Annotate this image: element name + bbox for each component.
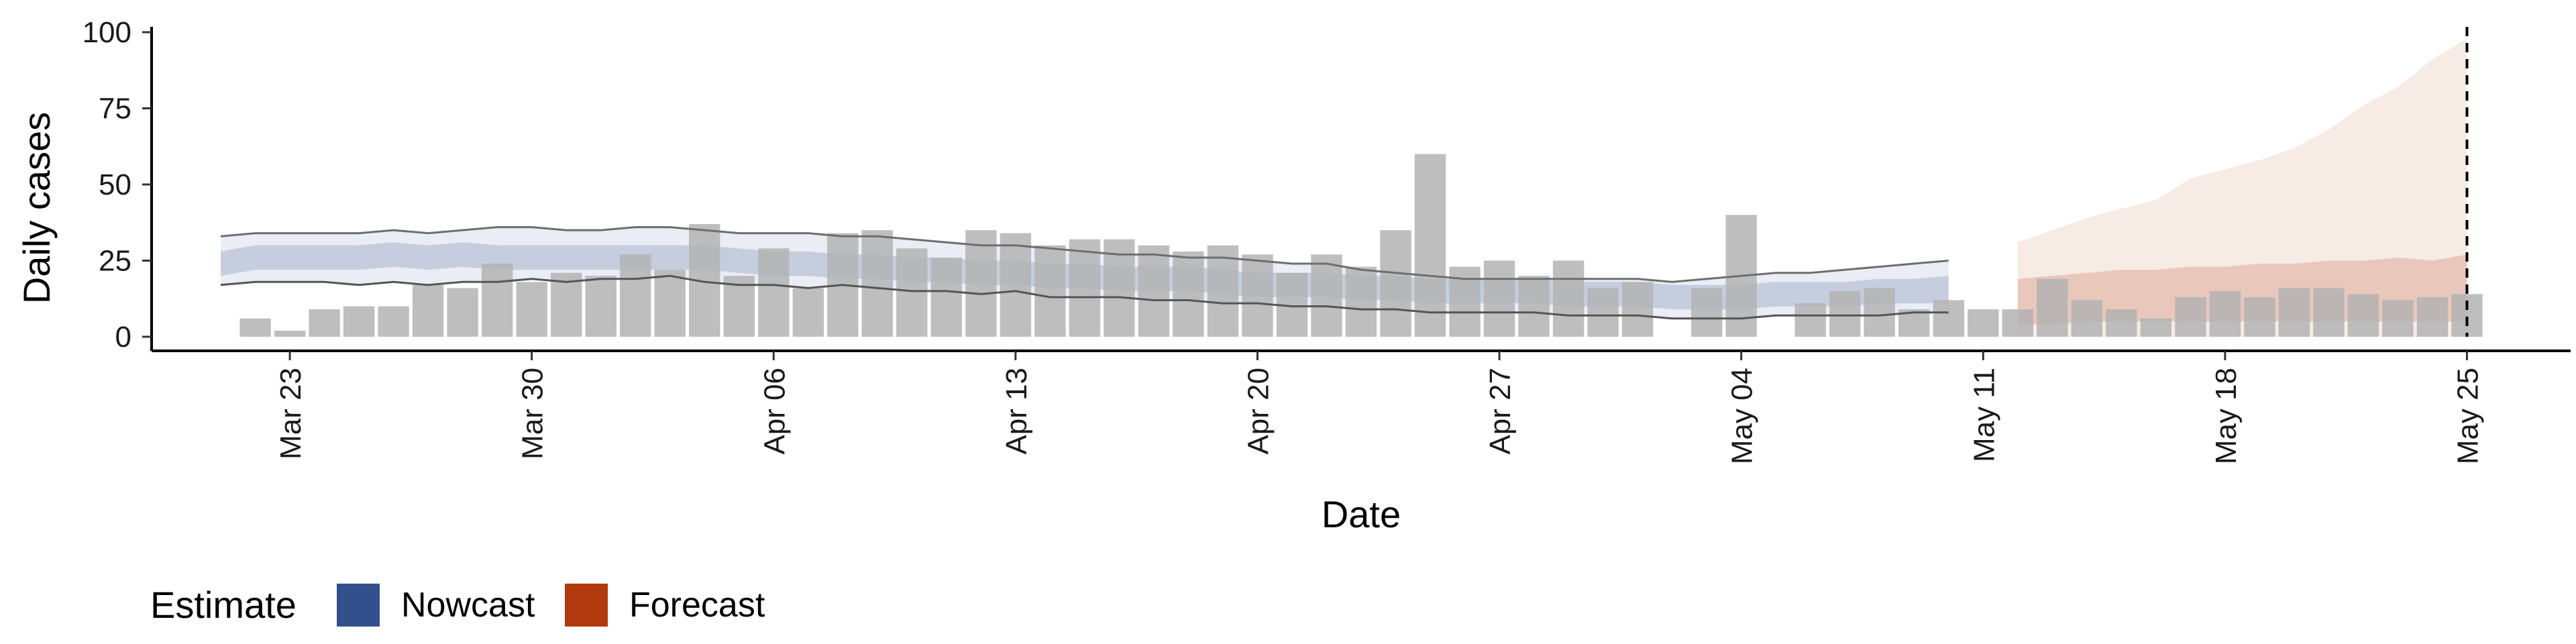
case-bar <box>758 248 790 337</box>
y-ticks: 0 25 50 75 100 <box>83 16 152 354</box>
case-bar <box>1621 282 1654 337</box>
case-bar <box>1207 245 1239 337</box>
x-tick-label: May 04 <box>1726 368 1759 464</box>
case-bar <box>1104 239 1135 337</box>
case-bar <box>2106 309 2137 337</box>
case-bar <box>2175 297 2206 337</box>
case-bar <box>1034 245 1066 337</box>
case-bar <box>2002 309 2033 337</box>
x-tick-label: Apr 20 <box>1242 368 1275 455</box>
case-bar <box>1069 239 1101 337</box>
legend-swatch-nowcast <box>337 584 380 627</box>
case-bar <box>2347 294 2379 337</box>
y-tick-label: 75 <box>99 93 131 125</box>
legend: Estimate Nowcast Forecast <box>150 584 765 627</box>
case-bar <box>2313 288 2345 337</box>
x-tick-label: Apr 06 <box>758 368 791 455</box>
legend-label-nowcast: Nowcast <box>401 586 535 625</box>
case-bar <box>551 272 582 337</box>
case-bar <box>654 270 686 337</box>
case-bar <box>447 288 478 337</box>
case-bar <box>2278 288 2310 337</box>
case-bar <box>1933 300 1964 337</box>
case-bar <box>1794 303 1826 337</box>
case-bar <box>516 282 547 337</box>
legend-title: Estimate <box>150 584 297 626</box>
case-bar <box>723 276 755 337</box>
case-bar <box>1380 230 1411 337</box>
case-bar <box>309 309 340 337</box>
case-bar <box>1864 288 1895 337</box>
case-bar <box>1968 309 1999 337</box>
x-tick-label: May 18 <box>2210 368 2243 464</box>
case-bar <box>965 230 997 337</box>
case-bar <box>1173 251 1204 337</box>
case-bar <box>1552 260 1585 337</box>
case-bar <box>2071 300 2102 337</box>
case-bar <box>2209 290 2241 337</box>
case-bars <box>239 154 2483 337</box>
x-tick-label: Apr 13 <box>1000 368 1033 455</box>
legend-swatch-forecast <box>565 584 608 627</box>
nowcast-upper-line <box>220 226 1949 283</box>
case-bar <box>792 288 824 337</box>
case-bar <box>1518 276 1550 337</box>
case-bar <box>620 254 651 337</box>
y-tick-label: 0 <box>115 321 131 354</box>
x-tick-label: Apr 27 <box>1484 368 1517 455</box>
case-bar <box>861 230 893 337</box>
case-bar <box>239 318 271 337</box>
x-tick-label: May 25 <box>2452 368 2485 464</box>
case-bar <box>343 306 375 337</box>
x-axis-title: Date <box>1322 493 1401 535</box>
axes <box>150 27 2571 352</box>
case-bar <box>1000 233 1032 337</box>
case-bar <box>412 284 444 337</box>
case-bar <box>896 248 928 337</box>
case-bar <box>2451 294 2483 337</box>
x-tick-label: Mar 23 <box>274 368 307 460</box>
case-bar <box>1345 266 1377 337</box>
case-bar <box>1242 254 1273 337</box>
case-bar <box>585 276 616 337</box>
legend-label-forecast: Forecast <box>629 586 765 625</box>
case-bar <box>1414 154 1446 337</box>
y-axis-title: Daily cases <box>15 112 58 304</box>
forecast-band-90 <box>2017 38 2467 337</box>
case-bar <box>378 306 409 337</box>
nowcast-lower-line <box>220 274 1949 320</box>
x-ticks: Mar 23 Mar 30 Apr 06 Apr 13 Apr 20 Apr 27 May … <box>274 351 2485 464</box>
case-bar <box>930 258 962 337</box>
case-bar <box>2244 297 2275 337</box>
y-tick-label: 100 <box>83 16 131 49</box>
x-tick-label: Mar 30 <box>517 368 549 460</box>
case-bar <box>2416 297 2449 337</box>
case-bar <box>2140 318 2171 337</box>
x-tick-label: May 11 <box>1968 368 2000 462</box>
case-bar <box>2037 278 2068 337</box>
case-bar <box>1311 254 1342 337</box>
case-bar <box>1829 290 1861 337</box>
case-bar <box>1138 245 1170 337</box>
case-bar <box>274 330 306 337</box>
case-bar <box>1587 288 1619 337</box>
case-bar <box>1691 288 1723 337</box>
case-bar <box>2382 300 2414 337</box>
y-tick-label: 50 <box>99 168 131 201</box>
interval-lines <box>220 226 1949 320</box>
case-bar <box>1483 260 1515 337</box>
y-tick-label: 25 <box>99 245 131 278</box>
case-bar <box>482 264 513 337</box>
